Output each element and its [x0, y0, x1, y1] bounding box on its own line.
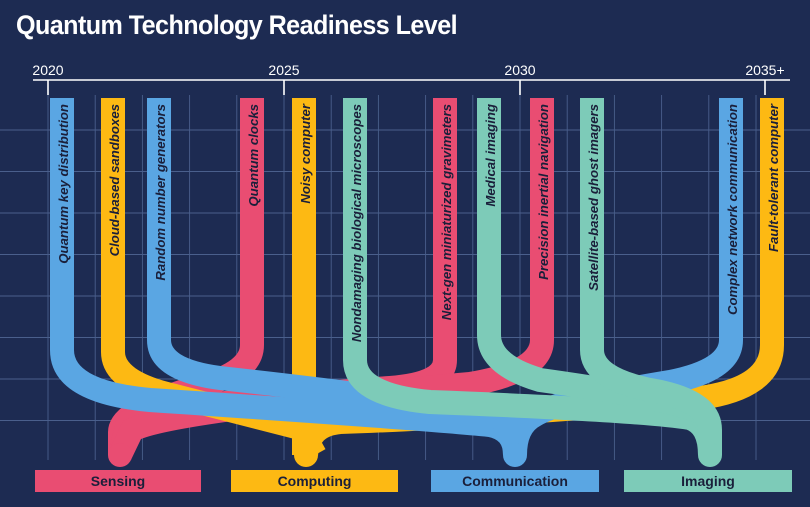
label-precision-inertial-navigation: Precision inertial navigation	[536, 104, 551, 280]
label-noisy-computer: Noisy computer	[298, 103, 313, 204]
label-medical-imaging: Medical imaging	[483, 104, 498, 207]
sensing-stem-cap	[108, 443, 132, 467]
label-quantum-clocks: Quantum clocks	[246, 104, 261, 207]
timeline-axis: 2020 2025 2030 2035+	[32, 62, 790, 95]
label-complex-network-communication: Complex network communication	[725, 104, 740, 315]
legend-sensing: Sensing	[35, 470, 201, 492]
label-next-gen-miniaturized-gravimeters: Next-gen miniaturized gravimeters	[439, 104, 454, 320]
imaging-stem-cap	[698, 443, 722, 467]
page-title: Quantum Technology Readiness Level	[16, 10, 458, 40]
legend-computing: Computing	[231, 470, 398, 492]
year-label-2020: 2020	[32, 62, 63, 78]
label-cloud-based-sandboxes: Cloud-based sandboxes	[107, 104, 122, 256]
legend-imaging: Imaging	[624, 470, 792, 492]
year-label-2035-plus: 2035+	[745, 62, 784, 78]
year-label-2025: 2025	[268, 62, 299, 78]
year-label-2030: 2030	[504, 62, 535, 78]
communication-stem-cap	[503, 443, 527, 467]
band-satellite-based-ghost-imagers: Satellite-based ghost imagers	[580, 98, 722, 455]
label-random-number-generators: Random number generators	[153, 104, 168, 281]
label-satellite-based-ghost-imagers: Satellite-based ghost imagers	[586, 104, 601, 291]
computing-stem-cap	[294, 443, 318, 467]
legend-communication: Communication	[431, 470, 599, 492]
legend-sensing-label: Sensing	[90, 473, 146, 489]
legend-computing-label: Computing	[277, 473, 352, 489]
label-nondamaging-biological-microscopes: Nondamaging biological microscopes	[349, 104, 364, 342]
label-quantum-key-distribution: Quantum key distribution	[56, 104, 71, 264]
legend-imaging-label: Imaging	[681, 473, 735, 489]
legend-communication-label: Communication	[462, 473, 568, 489]
label-fault-tolerant-computer: Fault-tolerant computer	[766, 103, 781, 252]
